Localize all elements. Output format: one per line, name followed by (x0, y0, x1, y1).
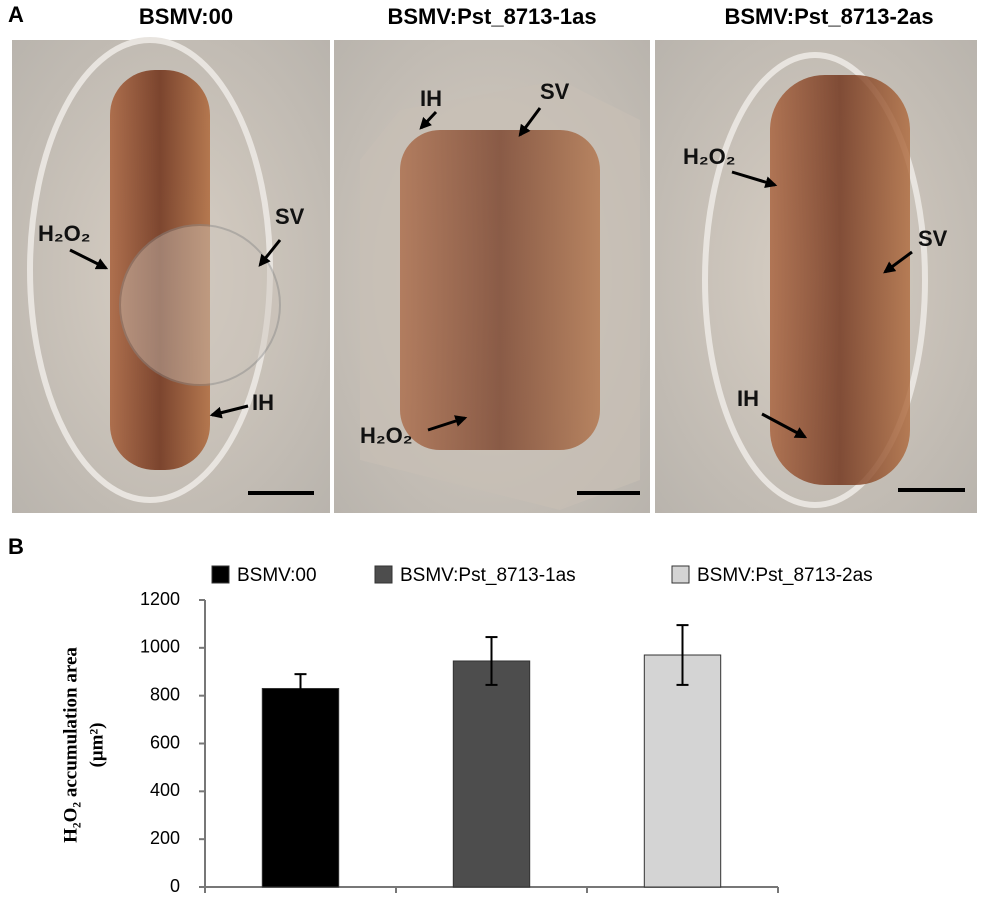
legend-swatch (374, 565, 393, 584)
annotation: H₂O₂ (38, 221, 91, 246)
legend-label: BSMV:00 (237, 565, 317, 586)
annotation: IH (737, 386, 759, 411)
micrograph: BSMV:Pst_8713-2as H₂O₂ SV IH (655, 4, 977, 513)
annotation: SV (540, 79, 570, 104)
legend-swatch (671, 565, 690, 584)
error-bar (294, 673, 307, 704)
panel-label: B (8, 534, 24, 559)
panel-title: BSMV:00 (139, 4, 233, 29)
panel-title: BSMV:Pst_8713-1as (387, 4, 596, 29)
error-bar (676, 624, 689, 686)
legend-label: BSMV:Pst_8713-2as (697, 565, 873, 586)
legend-label: BSMV:Pst_8713-1as (400, 565, 576, 586)
y-tick-label: 1200 (140, 589, 180, 609)
y-tick-label: 400 (150, 780, 180, 800)
y-tick-label: 800 (150, 684, 180, 704)
annotation: IH (420, 86, 442, 111)
y-tick-label: 600 (150, 732, 180, 752)
y-tick-label: 1000 (140, 637, 180, 657)
bar (261, 687, 340, 888)
y-axis-label: H₂O₂ accumulation area (60, 647, 81, 843)
y-axis-label: (μm²) (86, 723, 107, 768)
micrograph: BSMV:Pst_8713-1as IH SV H₂O₂ (334, 4, 650, 513)
y-tick-label: 0 (170, 876, 180, 896)
annotation: SV (275, 204, 305, 229)
bar (452, 660, 531, 888)
annotation: SV (918, 226, 948, 251)
micrograph: BSMV:00 H₂O₂ SV IH (12, 4, 330, 513)
annotation: H₂O₂ (360, 423, 413, 448)
panel-label: A (8, 2, 24, 27)
annotation: IH (252, 390, 274, 415)
error-bar (485, 636, 498, 686)
annotation: H₂O₂ (683, 144, 736, 169)
bar (643, 654, 722, 888)
panel-title: BSMV:Pst_8713-2as (724, 4, 933, 29)
legend-swatch (211, 565, 230, 584)
y-tick-label: 200 (150, 828, 180, 848)
